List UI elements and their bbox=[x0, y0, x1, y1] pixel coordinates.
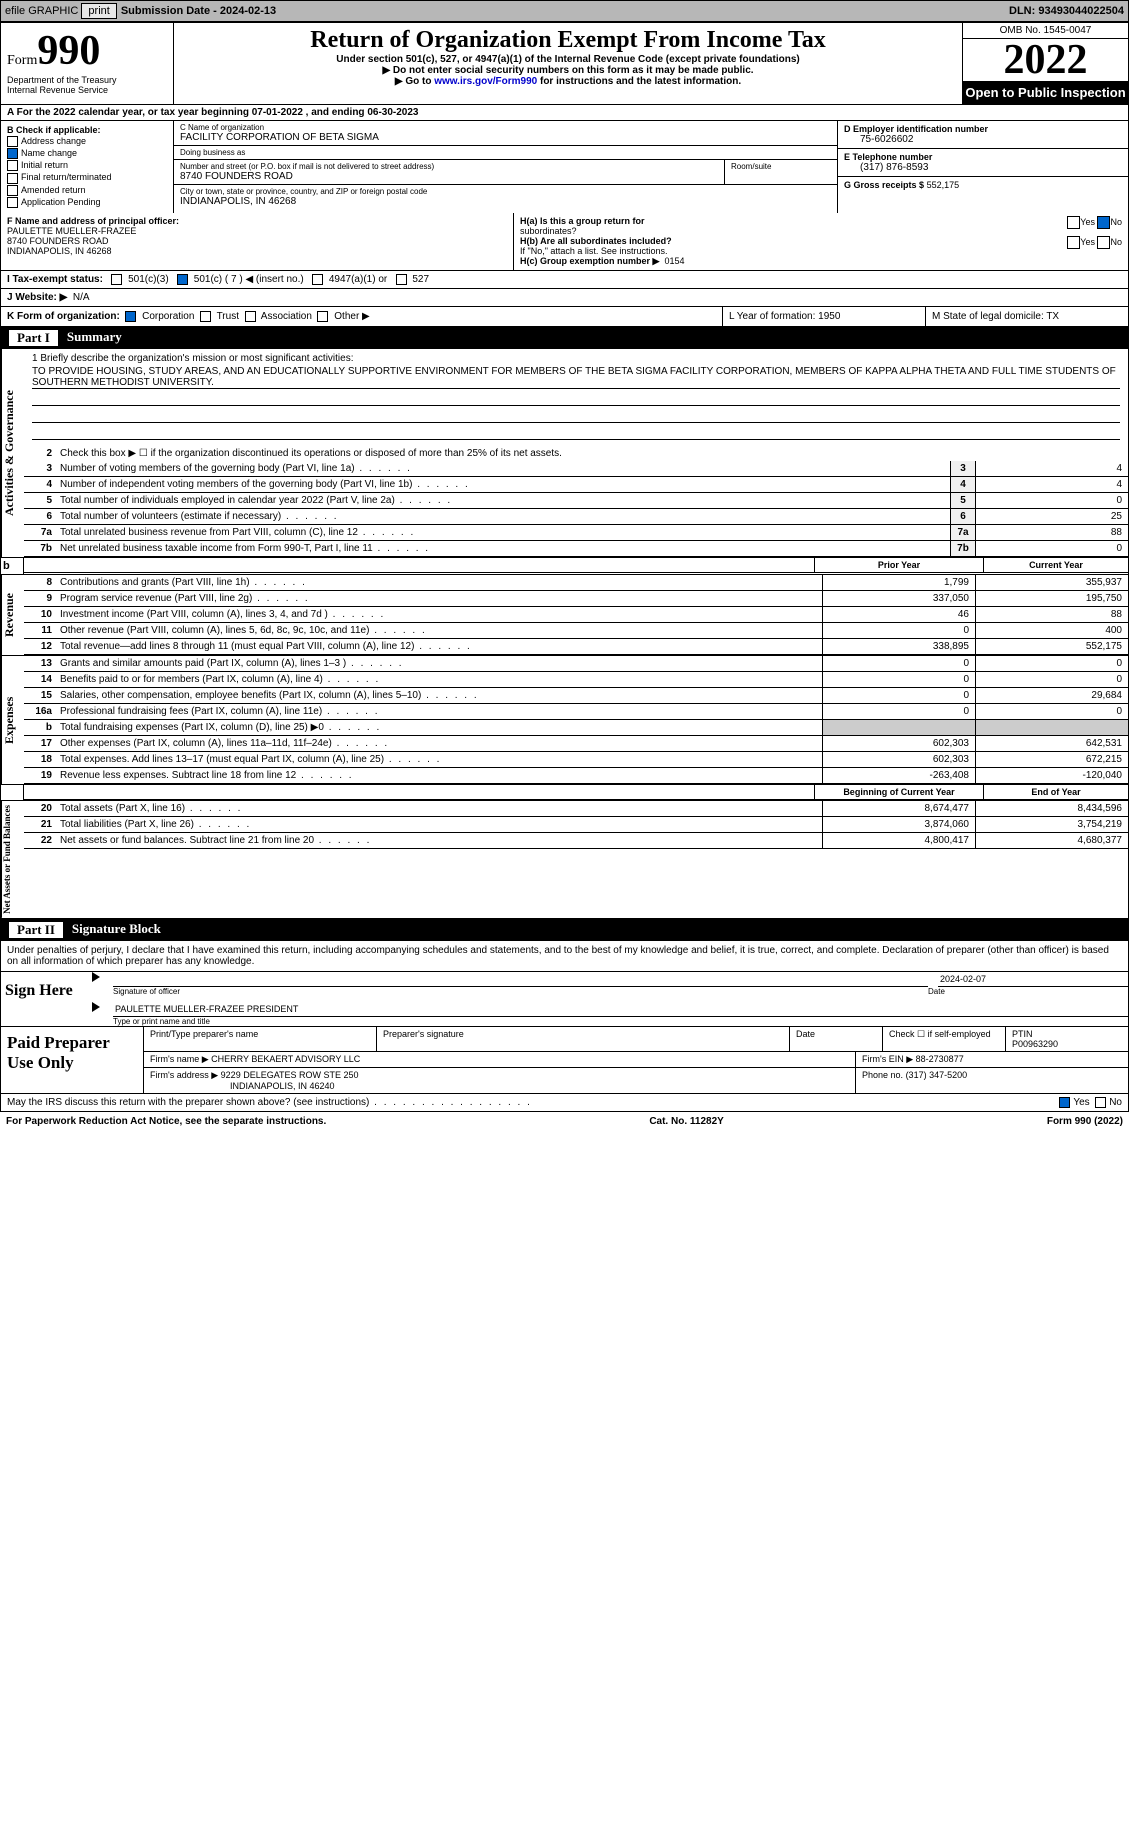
row-a-tax-year: A For the 2022 calendar year, or tax yea… bbox=[0, 105, 1129, 121]
form-title: Return of Organization Exempt From Incom… bbox=[178, 27, 958, 54]
sig-date: 2024-02-07 bbox=[938, 972, 1128, 987]
prep-selfemp: Check ☐ if self-employed bbox=[883, 1027, 1006, 1051]
line-7b: 7bNet unrelated business taxable income … bbox=[24, 541, 1128, 557]
line-3: 3Number of voting members of the governi… bbox=[24, 461, 1128, 477]
line-6: 6Total number of volunteers (estimate if… bbox=[24, 509, 1128, 525]
line-4: 4Number of independent voting members of… bbox=[24, 477, 1128, 493]
prep-sig-hdr: Preparer's signature bbox=[377, 1027, 790, 1051]
submission-date: Submission Date - 2024-02-13 bbox=[121, 5, 276, 17]
line-17: 17Other expenses (Part IX, column (A), l… bbox=[24, 736, 1128, 752]
paid-preparer-label: Paid Preparer Use Only bbox=[1, 1027, 144, 1093]
open-to-public: Open to Public Inspection bbox=[963, 81, 1128, 104]
sig-officer-label: Signature of officer bbox=[113, 987, 928, 996]
form-number: Form990 bbox=[7, 27, 167, 75]
footer: For Paperwork Reduction Act Notice, see … bbox=[0, 1112, 1129, 1131]
line-2: 2Check this box ▶ ☐ if the organization … bbox=[24, 446, 1128, 461]
group-return: H(a) Is this a group return for Yes No s… bbox=[514, 213, 1128, 270]
vtab-net-assets: Net Assets or Fund Balances bbox=[1, 801, 24, 918]
col-headers-rev: Prior Year Current Year bbox=[24, 558, 1128, 573]
mission-block: 1 Briefly describe the organization's mi… bbox=[24, 349, 1128, 446]
website-row: J Website: ▶ N/A bbox=[0, 289, 1129, 307]
chk-amended[interactable]: Amended return bbox=[7, 185, 167, 196]
part1-header: Part ISummary bbox=[0, 327, 1129, 349]
line-21: 21Total liabilities (Part X, line 26)3,8… bbox=[24, 817, 1128, 833]
gross-receipts: G Gross receipts $ 552,175 bbox=[838, 177, 1128, 193]
line-15: 15Salaries, other compensation, employee… bbox=[24, 688, 1128, 704]
efile-label: efile GRAPHIC bbox=[5, 5, 78, 17]
line-13: 13Grants and similar amounts paid (Part … bbox=[24, 656, 1128, 672]
form-of-org: K Form of organization: Corporation Trus… bbox=[1, 307, 722, 326]
line-10: 10Investment income (Part VIII, column (… bbox=[24, 607, 1128, 623]
sig-declaration: Under penalties of perjury, I declare th… bbox=[0, 941, 1129, 972]
line-19: 19Revenue less expenses. Subtract line 1… bbox=[24, 768, 1128, 784]
line-9: 9Program service revenue (Part VIII, lin… bbox=[24, 591, 1128, 607]
dba-box: Doing business as bbox=[174, 146, 837, 160]
chk-pending[interactable]: Application Pending bbox=[7, 197, 167, 208]
line-11: 11Other revenue (Part VIII, column (A), … bbox=[24, 623, 1128, 639]
line-18: 18Total expenses. Add lines 13–17 (must … bbox=[24, 752, 1128, 768]
state-domicile: M State of legal domicile: TX bbox=[925, 307, 1128, 326]
line-b: bTotal fundraising expenses (Part IX, co… bbox=[24, 720, 1128, 736]
line-12: 12Total revenue—add lines 8 through 11 (… bbox=[24, 639, 1128, 655]
chk-name-change[interactable]: Name change bbox=[7, 148, 167, 159]
chk-final-return[interactable]: Final return/terminated bbox=[7, 172, 167, 183]
irs-link[interactable]: www.irs.gov/Form990 bbox=[434, 76, 537, 87]
prep-ptin: PTINP00963290 bbox=[1006, 1027, 1128, 1051]
treasury-dept: Department of the Treasury bbox=[7, 75, 167, 85]
tel-box: E Telephone number (317) 876-8593 bbox=[838, 149, 1128, 177]
vtab-expenses: Expenses bbox=[1, 656, 24, 784]
line-20: 20Total assets (Part X, line 16)8,674,47… bbox=[24, 801, 1128, 817]
year-formation: L Year of formation: 1950 bbox=[722, 307, 925, 326]
sign-here-label: Sign Here bbox=[1, 972, 89, 1026]
prep-addr: Firm's address ▶ 9229 DELEGATES ROW STE … bbox=[144, 1068, 856, 1093]
dln: DLN: 93493044022504 bbox=[1009, 5, 1124, 17]
line-16a: 16aProfessional fundraising fees (Part I… bbox=[24, 704, 1128, 720]
chk-initial-return[interactable]: Initial return bbox=[7, 160, 167, 171]
col-b-label: B Check if applicable: bbox=[7, 125, 167, 135]
form-header: Form990 Department of the Treasury Inter… bbox=[0, 22, 1129, 105]
prep-firm: Firm's name ▶ CHERRY BEKAERT ADVISORY LL… bbox=[144, 1052, 856, 1067]
arrow-icon bbox=[92, 972, 100, 982]
chk-address-change[interactable]: Address change bbox=[7, 136, 167, 147]
col-b-checkboxes: B Check if applicable: Address change Na… bbox=[1, 121, 174, 213]
vtab-governance: Activities & Governance bbox=[1, 349, 24, 557]
irs-label: Internal Revenue Service bbox=[7, 85, 167, 95]
prep-name-hdr: Print/Type preparer's name bbox=[144, 1027, 377, 1051]
print-button[interactable]: print bbox=[81, 3, 116, 19]
prep-date-hdr: Date bbox=[790, 1027, 883, 1051]
ssn-warning: ▶ Do not enter social security numbers o… bbox=[178, 65, 958, 76]
line-7a: 7aTotal unrelated business revenue from … bbox=[24, 525, 1128, 541]
principal-officer: F Name and address of principal officer:… bbox=[1, 213, 514, 270]
topbar: efile GRAPHIC print Submission Date - 20… bbox=[0, 0, 1129, 22]
vtab-b: b bbox=[1, 558, 24, 574]
part2-header: Part IISignature Block bbox=[0, 919, 1129, 941]
col-headers-net: Beginning of Current Year End of Year bbox=[24, 785, 1128, 800]
address-box: Number and street (or P.O. box if mail i… bbox=[174, 160, 837, 185]
vtab-revenue: Revenue bbox=[1, 575, 24, 655]
line-22: 22Net assets or fund balances. Subtract … bbox=[24, 833, 1128, 849]
prep-ein: Firm's EIN ▶ 88-2730877 bbox=[856, 1052, 1128, 1067]
line-5: 5Total number of individuals employed in… bbox=[24, 493, 1128, 509]
tax-year: 2022 bbox=[963, 39, 1128, 81]
org-name-box: C Name of organization FACILITY CORPORAT… bbox=[174, 121, 837, 146]
line-8: 8Contributions and grants (Part VIII, li… bbox=[24, 575, 1128, 591]
discuss-row: May the IRS discuss this return with the… bbox=[0, 1094, 1129, 1112]
city-box: City or town, state or province, country… bbox=[174, 185, 837, 209]
prep-phone: Phone no. (317) 347-5200 bbox=[856, 1068, 1128, 1093]
line-14: 14Benefits paid to or for members (Part … bbox=[24, 672, 1128, 688]
tax-exempt-status: I Tax-exempt status: 501(c)(3) 501(c) ( … bbox=[0, 271, 1129, 289]
ein-box: D Employer identification number 75-6026… bbox=[838, 121, 1128, 149]
arrow-icon bbox=[92, 1002, 100, 1012]
goto-link-line: ▶ Go to www.irs.gov/Form990 for instruct… bbox=[178, 76, 958, 87]
sig-name: PAULETTE MUELLER-FRAZEE PRESIDENT bbox=[113, 1002, 1128, 1017]
form-subtitle: Under section 501(c), 527, or 4947(a)(1)… bbox=[178, 54, 958, 65]
